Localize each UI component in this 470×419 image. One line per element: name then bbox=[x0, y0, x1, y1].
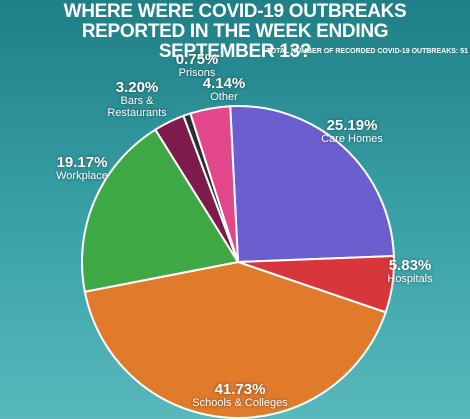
slice-label: 3.20% Bars & Restaurants bbox=[102, 80, 172, 119]
value-label: 3.20% bbox=[115, 79, 159, 96]
value-label: 5.83% bbox=[388, 257, 432, 274]
pie-slice bbox=[189, 105, 239, 263]
value-label: 19.17% bbox=[56, 154, 108, 171]
value-label: 25.19% bbox=[326, 117, 378, 134]
value-label: 4.14% bbox=[202, 75, 246, 92]
slice-label: 41.73% Schools & Colleges bbox=[185, 382, 295, 409]
slice-label: 0.75% Prisons bbox=[167, 52, 227, 79]
category-label: Hospitals bbox=[387, 273, 433, 285]
category-label: Bars & Restaurants bbox=[107, 95, 167, 119]
category-label: Schools & Colleges bbox=[192, 397, 288, 409]
category-label: Other bbox=[210, 91, 238, 103]
slice-label: 4.14% Other bbox=[194, 76, 254, 103]
slice-label: 5.83% Hospitals bbox=[355, 258, 465, 285]
slice-label: 25.19% Care Homes bbox=[297, 118, 407, 145]
category-label: Workplace bbox=[56, 170, 108, 182]
pie-slice bbox=[229, 105, 395, 264]
chart-subtitle: TOTAL NUMBER OF RECORDED COVID-19 OUTBRE… bbox=[266, 48, 468, 55]
category-label: Prisons bbox=[178, 67, 216, 79]
category-label: Care Homes bbox=[321, 133, 383, 145]
pie-slice bbox=[83, 260, 387, 419]
value-label: 0.75% bbox=[175, 51, 219, 68]
pie-slice bbox=[81, 128, 240, 293]
chart-title: WHERE WERE COVID-19 OUTBREAKS REPORTED I… bbox=[63, 1, 407, 62]
value-label: 41.73% bbox=[214, 381, 266, 398]
slice-label: 19.17% Workplace bbox=[27, 155, 137, 182]
